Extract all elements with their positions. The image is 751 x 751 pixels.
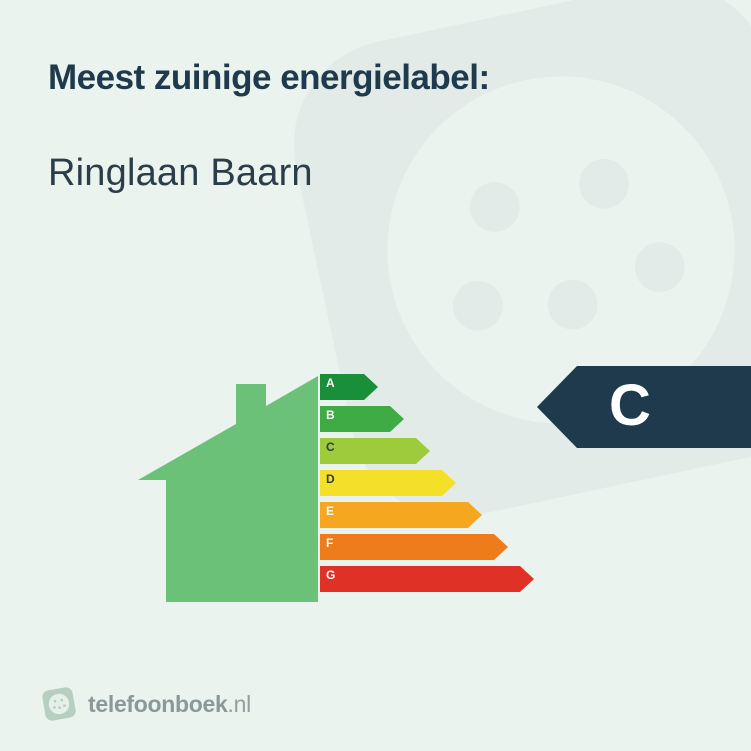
footer-brand-tld: .nl: [228, 691, 251, 717]
footer: telefoonboek.nl: [42, 687, 251, 721]
title: Meest zuinige energielabel:: [48, 58, 703, 98]
footer-brand: telefoonboek.nl: [88, 691, 251, 718]
selected-label-pointer: C: [537, 366, 751, 448]
selected-label-letter: C: [609, 372, 651, 439]
subtitle: Ringlaan Baarn: [48, 152, 703, 195]
card-container: Meest zuinige energielabel: Ringlaan Baa…: [0, 0, 751, 751]
energy-bar-letter: B: [326, 408, 335, 422]
energy-bar-letter: D: [326, 472, 335, 486]
energy-bar-letter: G: [326, 568, 335, 582]
energy-label-chart: A B C D E F G C: [0, 338, 751, 638]
footer-brand-name: telefoonboek: [88, 691, 228, 717]
footer-logo-icon: [39, 684, 78, 723]
house-icon: [138, 376, 318, 606]
energy-bar-letter: A: [326, 376, 335, 390]
energy-bar-letter: F: [326, 536, 333, 550]
energy-bar-letter: C: [326, 440, 335, 454]
energy-bar-letter: E: [326, 504, 334, 518]
